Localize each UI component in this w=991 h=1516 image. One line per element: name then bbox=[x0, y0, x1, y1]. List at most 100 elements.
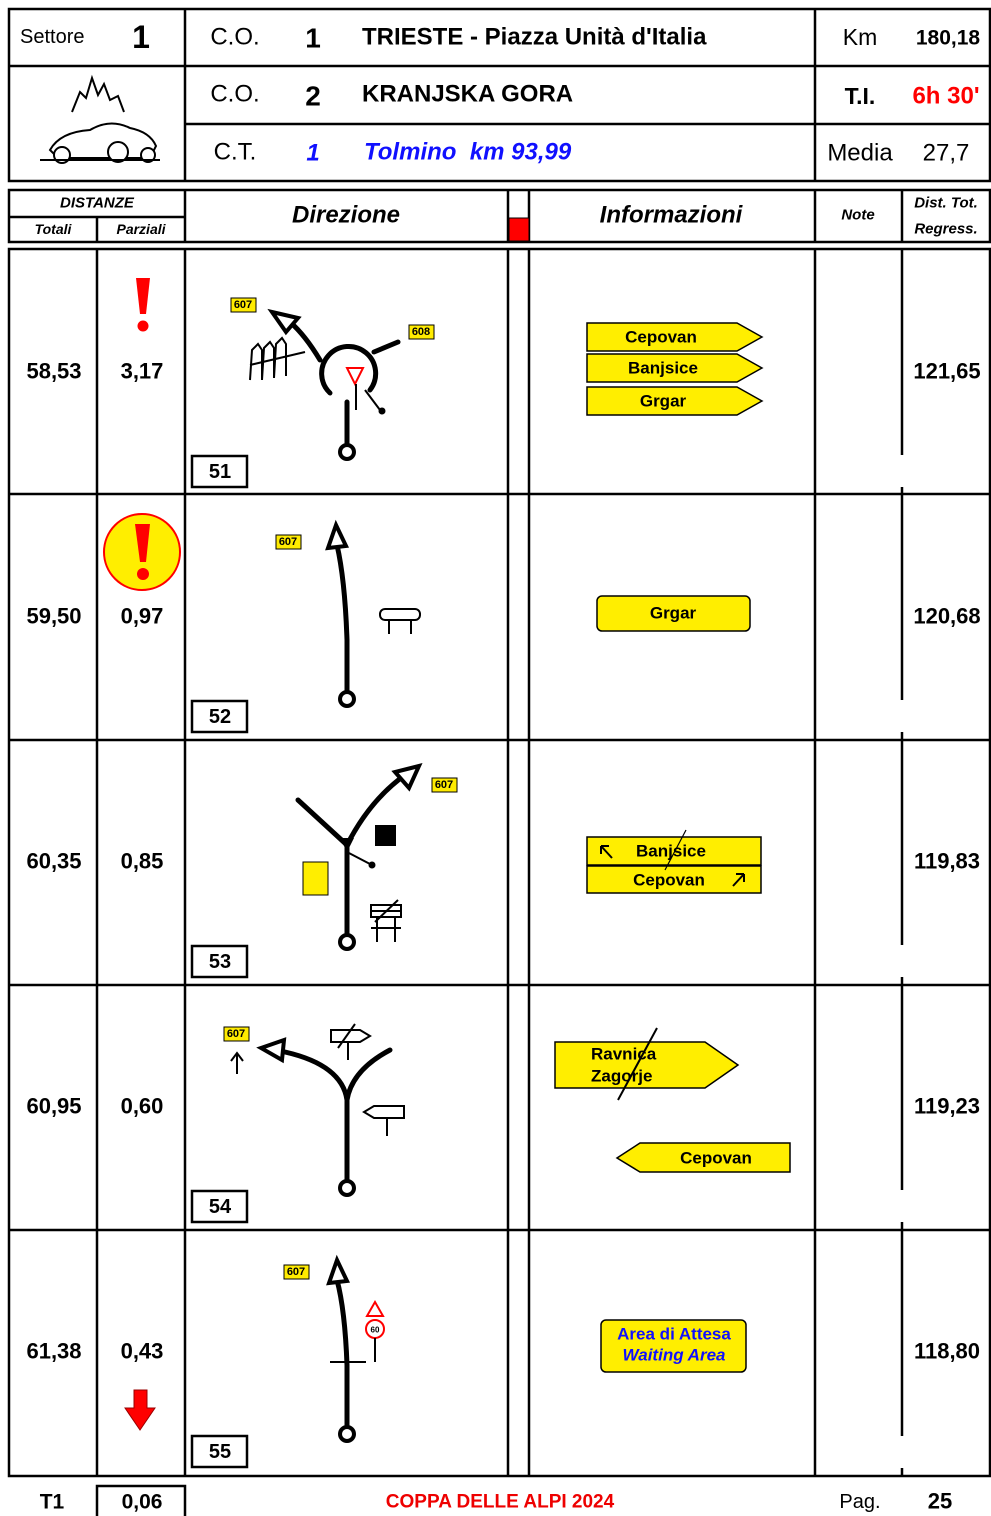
column-header-frame bbox=[7, 188, 991, 244]
strike-line bbox=[617, 1027, 658, 1101]
column-title: Direzione bbox=[292, 202, 400, 229]
sign-text: Cepovan bbox=[680, 1149, 752, 1168]
drawing-part bbox=[334, 1277, 350, 1430]
drawing-part bbox=[282, 1047, 393, 1184]
drawing-part bbox=[338, 690, 356, 708]
road-tag bbox=[230, 297, 257, 313]
note-number-box bbox=[190, 1434, 249, 1469]
drawing-part bbox=[326, 1254, 351, 1286]
remaining-distance: 120,68 bbox=[913, 604, 980, 629]
drawing-part bbox=[136, 278, 150, 314]
drawing-part bbox=[374, 899, 399, 923]
total-distance: 58,53 bbox=[26, 359, 81, 384]
column-title: Parziali bbox=[116, 221, 166, 237]
control-number: 1 bbox=[306, 140, 319, 167]
drawing-part bbox=[346, 851, 371, 865]
sign-arrows bbox=[600, 829, 745, 887]
road-tag-text: 607 bbox=[287, 1266, 305, 1278]
column-title: Dist. Tot. bbox=[914, 195, 978, 212]
drawing-part bbox=[71, 74, 125, 113]
drawing-part bbox=[379, 608, 421, 621]
info-sign bbox=[600, 1319, 747, 1373]
body-grid bbox=[7, 247, 991, 1478]
warning-icon bbox=[136, 278, 150, 332]
control-number: 2 bbox=[305, 81, 321, 112]
drawing-part bbox=[600, 845, 613, 859]
drawing-part bbox=[732, 873, 745, 887]
row: 59,50 0,97 120,68 52 607 Grgar bbox=[26, 513, 981, 734]
note-number: 53 bbox=[209, 951, 231, 973]
drawing-part bbox=[362, 1105, 405, 1119]
control-label: C.T. bbox=[214, 139, 257, 166]
car-logo bbox=[40, 74, 160, 164]
sign-text: Banjsice bbox=[636, 842, 706, 861]
control-place: Tolmino km 93,99 bbox=[364, 139, 572, 166]
speed-limit: 60 bbox=[371, 1326, 380, 1335]
fork-diagram bbox=[295, 763, 423, 951]
note-number: 54 bbox=[209, 1196, 232, 1218]
drawing-part bbox=[140, 147, 156, 163]
control-place: KRANJSKA GORA bbox=[362, 81, 573, 108]
info-key: Media bbox=[827, 140, 893, 167]
remaining-distance: 119,83 bbox=[914, 849, 980, 874]
road-tag-text: 608 bbox=[412, 326, 430, 338]
direction-sign bbox=[596, 595, 751, 632]
drawing-part bbox=[365, 1299, 385, 1317]
note-number: 52 bbox=[209, 706, 231, 728]
drawing-part bbox=[375, 825, 396, 846]
drawing-part bbox=[230, 1051, 244, 1074]
drawing-part bbox=[345, 367, 365, 387]
note-number: 51 bbox=[209, 461, 231, 483]
control-number: 1 bbox=[305, 23, 321, 54]
page-number: 25 bbox=[928, 1489, 952, 1514]
drawing-part bbox=[364, 389, 381, 411]
note-number: 55 bbox=[209, 1441, 231, 1463]
road-tag bbox=[431, 777, 458, 793]
sign-text: Waiting Area bbox=[623, 1346, 726, 1365]
footer-box bbox=[95, 1484, 187, 1516]
roundabout-diagram bbox=[249, 308, 401, 461]
road-tag-text: 607 bbox=[234, 299, 252, 311]
remaining-distance: 118,80 bbox=[914, 1339, 980, 1364]
drawing-part bbox=[379, 608, 421, 634]
drawing-part bbox=[338, 933, 356, 951]
drawing-part bbox=[330, 1029, 372, 1043]
note-number-box bbox=[190, 699, 249, 734]
column-title: Regress. bbox=[914, 221, 977, 238]
drawing-part bbox=[338, 443, 356, 461]
road-tag-text: 607 bbox=[435, 779, 453, 791]
remaining-distance: 119,23 bbox=[914, 1094, 980, 1119]
drawing-part bbox=[302, 861, 329, 896]
drawing-part bbox=[7, 7, 991, 183]
drawing-part bbox=[325, 519, 350, 551]
direction-sign bbox=[554, 1041, 740, 1089]
info-key: Km bbox=[843, 24, 878, 50]
column-title: Note bbox=[841, 207, 874, 224]
road-tag bbox=[408, 324, 435, 340]
column-title: Informazioni bbox=[600, 202, 744, 229]
partial-distance: 0,97 bbox=[121, 604, 164, 629]
sign-text: Grgar bbox=[640, 392, 687, 411]
direction-sign bbox=[586, 353, 764, 383]
page-label: Pag. bbox=[839, 1491, 880, 1513]
info-value: 6h 30' bbox=[912, 83, 979, 110]
drawing-part bbox=[340, 838, 354, 852]
info-value: 180,18 bbox=[916, 27, 981, 50]
sign-text: Area di Attesa bbox=[617, 1325, 731, 1344]
sign-text: Banjsice bbox=[628, 359, 698, 378]
drawing-part bbox=[370, 899, 402, 942]
drawing-part bbox=[249, 336, 306, 381]
drawing-part bbox=[267, 308, 302, 336]
sector-label: Settore bbox=[20, 26, 84, 48]
drawing-part bbox=[256, 1037, 287, 1064]
fork-diagram bbox=[230, 1023, 405, 1197]
drawing-part bbox=[368, 861, 376, 869]
drawing-part bbox=[337, 1023, 356, 1049]
road-tag bbox=[283, 1264, 310, 1280]
drawing-part bbox=[391, 763, 423, 792]
drawing-part bbox=[137, 320, 149, 332]
direction-sign bbox=[586, 865, 762, 894]
direction-sign bbox=[586, 386, 764, 416]
